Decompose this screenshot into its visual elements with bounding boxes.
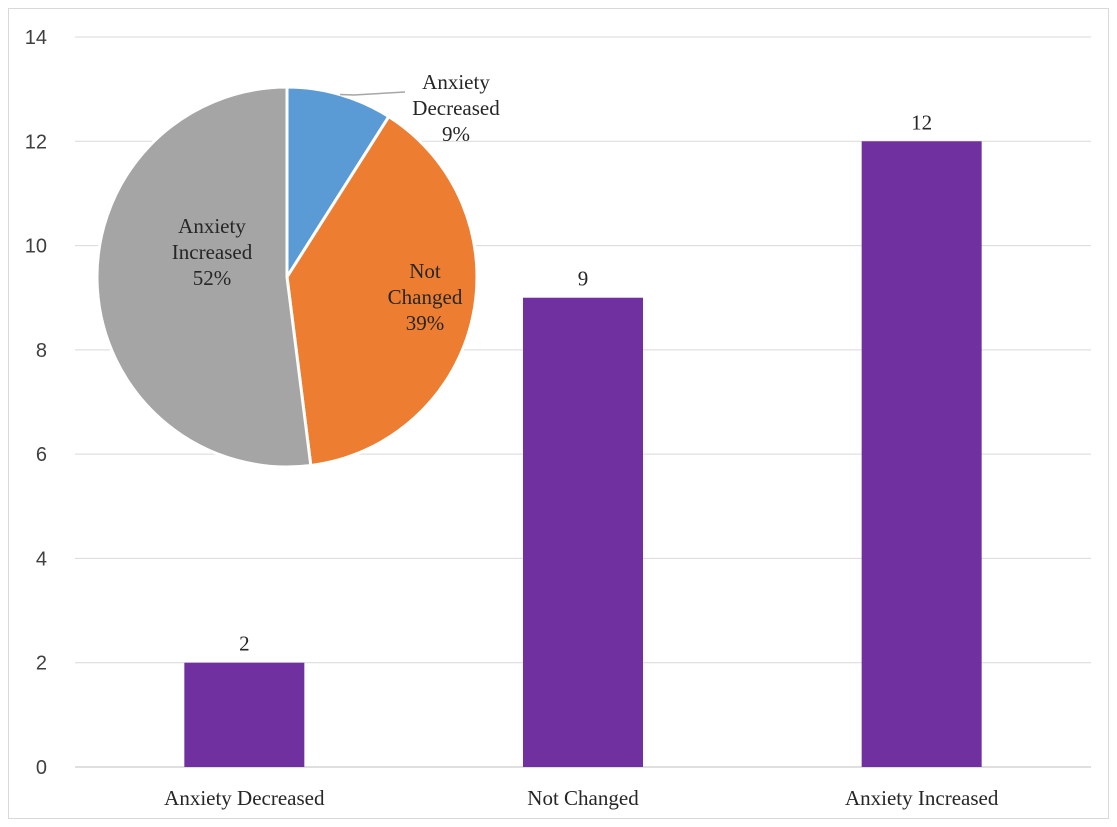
y-tick-label: 12 <box>25 131 47 153</box>
pie-label-line: Increased <box>172 240 253 264</box>
bar-series <box>184 141 982 768</box>
y-axis-ticks: 0 2 4 6 8 10 12 14 <box>25 27 47 779</box>
y-tick-label: 0 <box>36 757 47 779</box>
pie-label-line: Changed <box>388 285 463 309</box>
pie-label-line: Anxiety <box>422 70 490 94</box>
pie-chart <box>95 85 479 469</box>
bar <box>523 297 643 767</box>
pie-label-line: Anxiety <box>178 214 246 238</box>
pie-labels: Anxiety Decreased 9%Not Changed 39%Anxiety In… <box>172 70 500 335</box>
y-tick-label: 14 <box>25 27 47 49</box>
bar <box>861 141 982 768</box>
bar-data-labels: 2 9 12 <box>239 110 932 655</box>
y-tick-label: 6 <box>36 444 47 466</box>
y-tick-label: 10 <box>25 236 47 258</box>
bar-data-label: 9 <box>578 267 589 291</box>
pie-label-line: Not <box>409 259 441 283</box>
bar-data-label: 2 <box>239 632 250 656</box>
x-tick-label: Anxiety Increased <box>845 786 999 810</box>
pie-slice-label: Anxiety Decreased 9% <box>412 70 500 146</box>
y-tick-label: 4 <box>36 548 47 570</box>
y-tick-label: 8 <box>36 340 47 362</box>
pie-slice <box>285 114 479 468</box>
bar <box>184 662 305 767</box>
x-axis-ticks: Anxiety Decreased Not Changed Anxiety Incr… <box>164 786 999 810</box>
pie-slice-label: Not Changed 39% <box>388 259 463 335</box>
x-tick-label: Not Changed <box>527 786 639 810</box>
pie-leader-line <box>339 91 406 96</box>
bar-data-label: 12 <box>911 110 932 134</box>
pie-label-line: 9% <box>442 122 470 146</box>
x-tick-label: Anxiety Decreased <box>164 786 325 810</box>
pie-slice <box>95 85 313 469</box>
pie-label-line: 39% <box>406 311 445 335</box>
y-tick-label: 2 <box>36 653 47 675</box>
pie-label-line: 52% <box>193 266 232 290</box>
pie-slice-label: Anxiety Increased 52% <box>172 214 253 290</box>
pie-label-line: Decreased <box>412 96 500 120</box>
